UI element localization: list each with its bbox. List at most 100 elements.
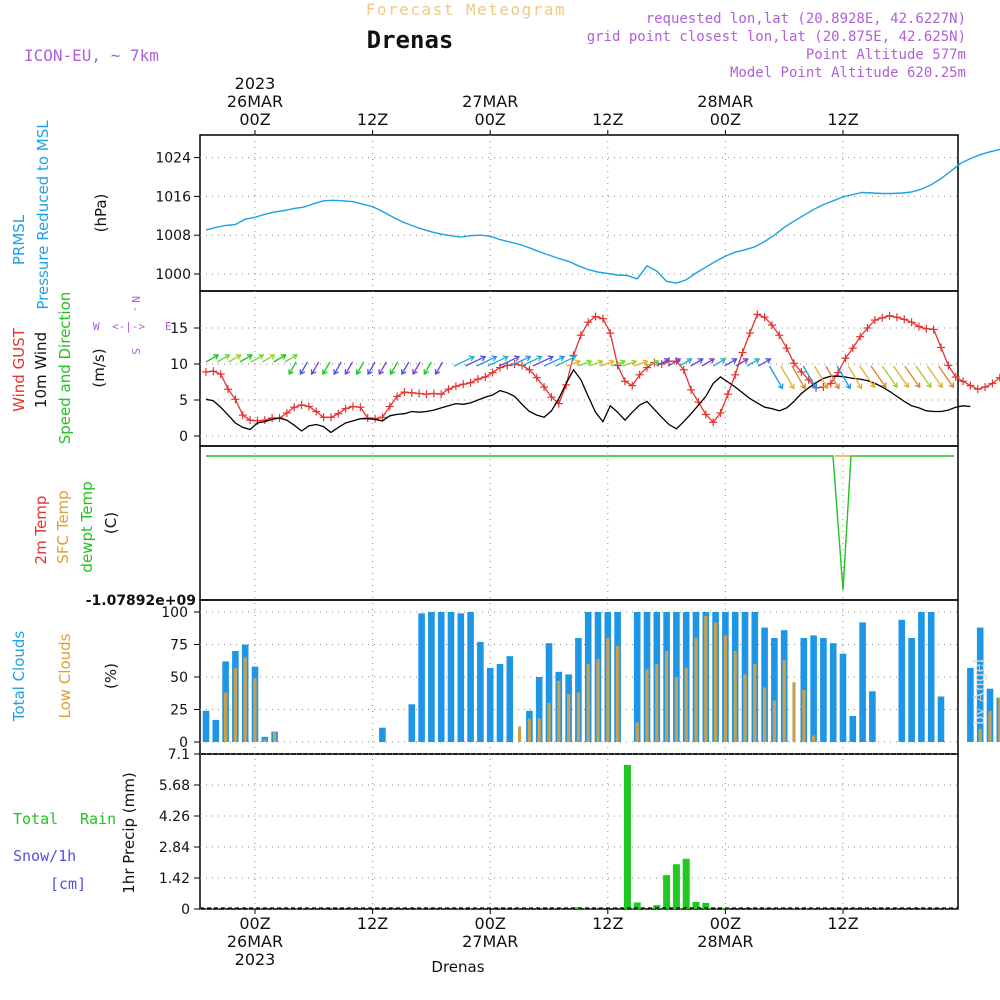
total-cloud-bar	[761, 627, 768, 742]
wind-10m-label: 10m Wind	[32, 332, 50, 408]
wind-direction-arrowhead	[822, 383, 829, 390]
wind-direction-arrowhead	[401, 369, 407, 376]
wind-unit: (m/s)	[90, 348, 108, 387]
wind-direction-arrowhead	[697, 358, 704, 364]
wind-direction-arrow	[476, 356, 497, 367]
wind-direction-arrowhead	[586, 359, 593, 366]
total-cloud-bar	[633, 612, 641, 742]
wind-direction-arrowhead	[502, 355, 509, 362]
wind-direction-arrow	[814, 365, 829, 389]
wind-direction-arrow	[423, 361, 432, 375]
low-cloud-bar	[635, 722, 639, 742]
low-cloud-bar	[655, 664, 659, 742]
top-title: Forecast Meteogram	[366, 0, 566, 19]
total-cloud-bar	[212, 719, 220, 742]
wind-direction-arrow	[401, 361, 410, 375]
precip-tick-label: 0	[181, 902, 190, 918]
pressure-line	[205, 148, 1000, 284]
total-cloud-bar	[545, 643, 553, 742]
pressure-tick-label: 1024	[155, 151, 191, 167]
low-cloud-bar	[743, 674, 747, 742]
top-time-label: 00Z	[475, 110, 506, 129]
rain-bar	[682, 858, 690, 909]
precip-tick-label: 7.1	[168, 747, 190, 763]
wind-direction-arrow	[577, 360, 592, 367]
cloud-tick-label: 0	[179, 735, 188, 751]
total-cloud-bar	[418, 613, 425, 742]
top-time-label: 2023	[235, 74, 276, 93]
wind-direction-arrow	[435, 361, 444, 375]
wind-direction-arrowhead	[914, 382, 921, 389]
total-cloud-bar	[408, 704, 416, 742]
pressure-tick-label: 1016	[155, 189, 191, 205]
cloud-unit: (%)	[102, 663, 120, 689]
low-cloud-bar	[812, 735, 816, 742]
wind-direction-arrowhead	[258, 354, 265, 360]
top-time-label: 12Z	[592, 110, 623, 129]
wind-direction-arrowhead	[869, 382, 876, 389]
total-cloud-bar	[849, 716, 857, 742]
svg-text:-: -	[129, 306, 142, 313]
precip-tick-label: 2.84	[159, 840, 190, 856]
wind-direction-arrow	[746, 358, 760, 367]
low-cloud-bar	[674, 677, 678, 742]
low-cloud-bar	[753, 664, 757, 742]
total-cloud-bar	[486, 667, 494, 742]
rain-bar	[702, 902, 710, 909]
total-cloud-bar	[447, 612, 455, 742]
wind-direction-arrowhead	[720, 358, 727, 364]
low-cloud-bar	[557, 680, 561, 742]
wind-direction-arrowhead	[269, 354, 276, 360]
low-cloud-bar	[704, 615, 708, 742]
grid-point-coords: grid point closest lon,lat (20.875E, 42.…	[587, 29, 966, 45]
low-cloud-bar	[645, 669, 649, 742]
top-time-label: 27MAR	[462, 92, 518, 111]
total-cloud-bar	[506, 656, 514, 742]
total-cloud-bar	[535, 677, 543, 742]
low-cloud-bar	[988, 710, 992, 742]
wind-direction-arrowhead	[597, 359, 604, 366]
wind-direction-arrowhead	[333, 369, 339, 376]
wind-direction-arrow	[904, 365, 921, 388]
top-time-label: 12Z	[357, 110, 388, 129]
wind-direction-arrow	[566, 360, 581, 367]
rain-bar	[633, 902, 641, 909]
wind-panel	[199, 290, 959, 447]
total-cloud-bar	[898, 619, 906, 742]
wind-direction-arrow	[656, 358, 670, 367]
bottom-time-label: 12Z	[357, 914, 388, 933]
low-cloud-bar	[576, 692, 580, 742]
svg-text:N: N	[129, 296, 142, 303]
wind-direction-arrow	[378, 361, 387, 375]
wind-direction-arrowhead	[619, 359, 627, 366]
wind-direction-arrow	[311, 361, 320, 375]
wind-direction-arrow	[768, 365, 784, 389]
low-cloud-bar	[233, 667, 237, 742]
wind-direction-arrowhead	[213, 354, 220, 360]
rain-bar	[663, 875, 671, 909]
svg-text:E: E	[165, 320, 172, 333]
wind-direction-arrowhead	[937, 382, 943, 389]
low-cloud-bar	[243, 657, 247, 742]
wind-direction-arrowhead	[948, 382, 955, 389]
wind-direction-arrowhead	[280, 354, 287, 360]
wind-direction-arrowhead	[322, 369, 328, 376]
total-cloud-bar	[937, 696, 945, 742]
requested-coords: requested lon,lat (20.8928E, 42.6227N)	[646, 11, 966, 27]
wind-direction-arrowhead	[631, 359, 638, 366]
low-cloud-bar	[537, 718, 541, 742]
top-time-label: 28MAR	[697, 92, 753, 111]
precip-series	[200, 764, 958, 909]
low-cloud-bar	[224, 692, 228, 742]
wind-direction-arrow	[802, 365, 817, 389]
wind-direction-arrow	[333, 361, 342, 375]
point-altitude: Point Altitude 577m	[806, 47, 966, 63]
total-cloud-bar	[771, 638, 778, 742]
wind-direction-arrow	[926, 365, 943, 388]
low-cloud-bar	[694, 638, 698, 742]
wind-direction-arrow	[836, 365, 851, 389]
wind-direction-arrowhead	[845, 383, 851, 390]
wind-direction-arrow	[510, 356, 531, 367]
rain-bar	[672, 864, 680, 909]
low-cloud-bar	[518, 726, 522, 742]
